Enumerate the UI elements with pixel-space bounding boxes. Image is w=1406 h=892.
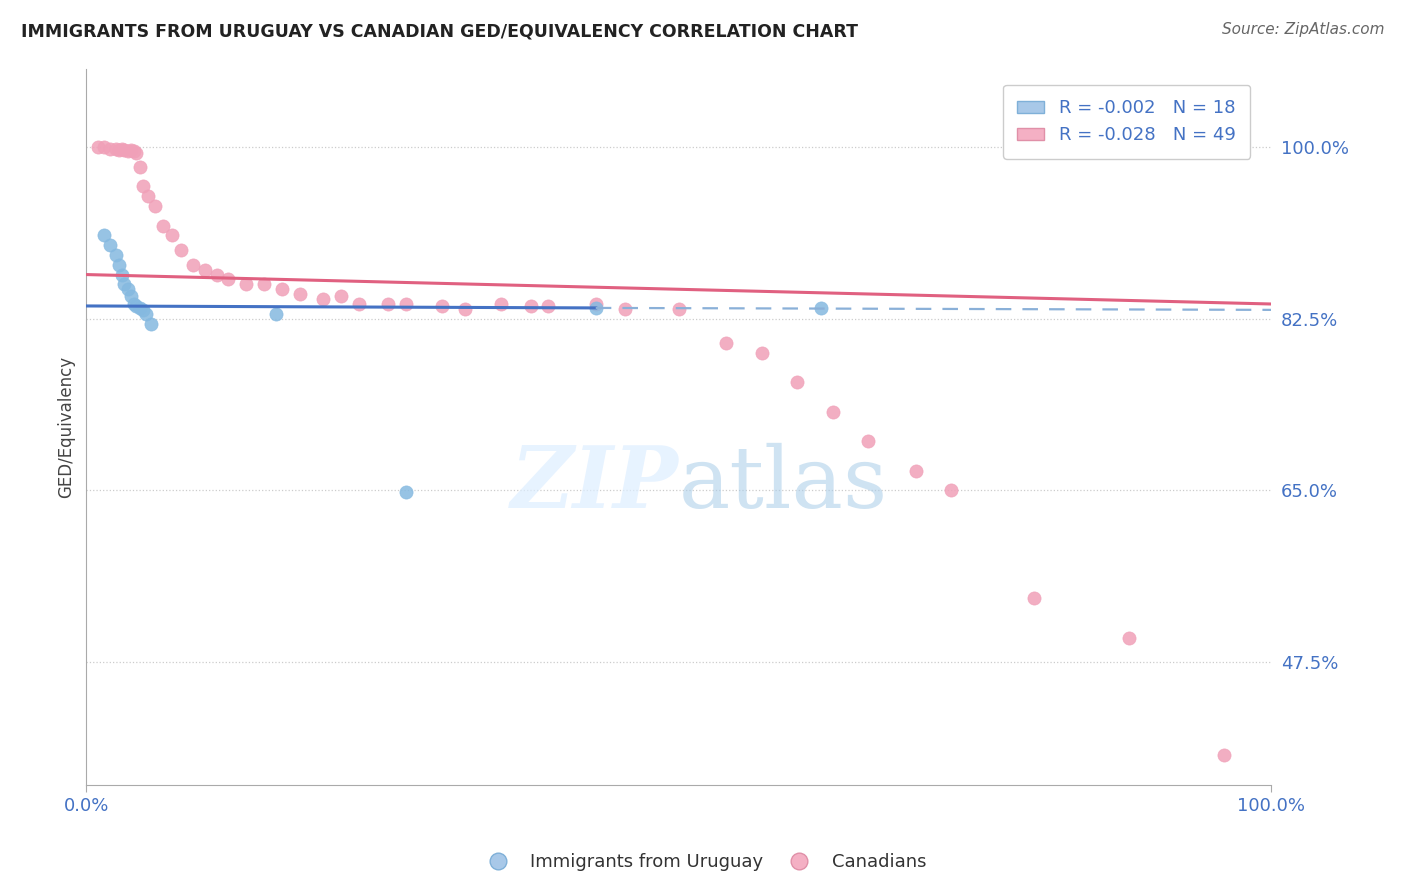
Point (821, 405, 844, 419)
Legend: R = -0.002   N = 18, R = -0.028   N = 49: R = -0.002 N = 18, R = -0.028 N = 49 (1002, 85, 1250, 159)
Point (141, 317, 163, 331)
Point (312, 292, 335, 306)
Point (125, 299, 148, 313)
Point (270, 282, 292, 296)
Y-axis label: GED/Equivalency: GED/Equivalency (58, 356, 75, 498)
Point (1118, 631, 1140, 645)
Point (125, 145, 148, 160)
Point (217, 272, 239, 286)
Point (132, 179, 155, 194)
Point (128, 301, 150, 315)
Point (136, 189, 159, 203)
Point (132, 302, 155, 317)
Point (941, 483, 963, 498)
Point (489, 297, 512, 311)
Point (1024, 591, 1046, 606)
Point (143, 199, 166, 213)
Point (614, 301, 637, 316)
Point (111, 142, 134, 156)
Point (152, 219, 174, 233)
Point (288, 287, 311, 301)
Text: ZIP: ZIP (510, 442, 679, 525)
Point (205, 268, 228, 282)
Point (786, 376, 808, 390)
Text: Source: ZipAtlas.com: Source: ZipAtlas.com (1222, 22, 1385, 37)
Point (264, 307, 287, 321)
Point (98, 238, 121, 252)
Point (108, 143, 131, 157)
Point (160, 228, 183, 243)
Point (519, 299, 541, 313)
Point (585, 297, 607, 311)
Point (330, 289, 353, 303)
Point (93, 140, 115, 154)
Point (120, 143, 142, 157)
Point (668, 301, 690, 316)
Point (347, 297, 370, 311)
Point (122, 144, 145, 158)
Point (585, 301, 607, 315)
Point (117, 144, 139, 158)
Point (128, 160, 150, 174)
Point (810, 301, 832, 315)
Point (395, 297, 418, 311)
Point (104, 142, 127, 156)
Point (751, 346, 773, 360)
Point (170, 243, 193, 257)
Point (714, 336, 737, 351)
Point (98, 142, 121, 156)
Point (395, 485, 418, 500)
Point (112, 143, 135, 157)
Point (104, 248, 127, 262)
Point (253, 277, 276, 292)
Point (537, 299, 560, 313)
Point (377, 297, 399, 311)
Point (135, 307, 157, 321)
Point (108, 258, 131, 272)
Point (120, 289, 142, 303)
Point (93, 228, 115, 243)
Point (194, 262, 217, 277)
Point (181, 258, 204, 272)
Legend: Immigrants from Uruguay, Canadians: Immigrants from Uruguay, Canadians (472, 847, 934, 879)
Point (87, 140, 110, 154)
Point (111, 268, 134, 282)
Point (454, 301, 477, 316)
Point (235, 277, 257, 292)
Point (904, 464, 927, 478)
Point (1212, 748, 1234, 763)
Point (430, 299, 453, 313)
Text: IMMIGRANTS FROM URUGUAY VS CANADIAN GED/EQUIVALENCY CORRELATION CHART: IMMIGRANTS FROM URUGUAY VS CANADIAN GED/… (21, 22, 858, 40)
Point (122, 297, 145, 311)
Point (112, 277, 135, 292)
Point (858, 434, 880, 449)
Text: atlas: atlas (679, 442, 887, 525)
Point (117, 282, 139, 296)
